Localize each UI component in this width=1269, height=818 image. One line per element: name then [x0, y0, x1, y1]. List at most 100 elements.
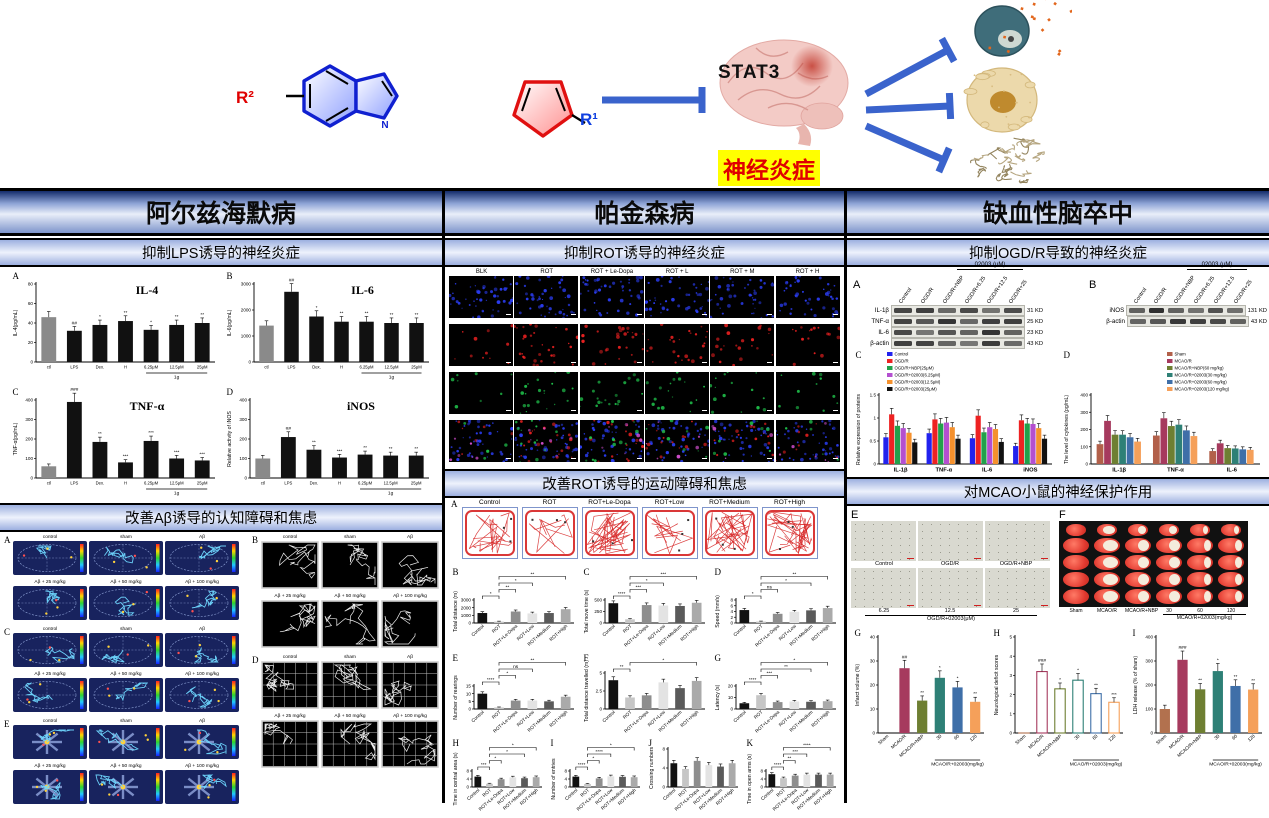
- svg-text:****: ****: [803, 742, 811, 748]
- ttc-lane: [1094, 524, 1120, 604]
- fluoro-cell: [580, 324, 644, 371]
- svg-text:IL-1β: IL-1β: [894, 468, 908, 474]
- svg-text:*: *: [490, 591, 492, 597]
- ttc-lane-label: Sham: [1063, 608, 1089, 614]
- panel-letter: C: [4, 627, 10, 637]
- svg-text:B: B: [227, 271, 233, 281]
- brain-slice: [1094, 572, 1120, 587]
- svg-text:1g: 1g: [174, 491, 180, 497]
- svg-text:*: *: [99, 314, 101, 320]
- svg-text:12.5μM: 12.5μM: [384, 481, 399, 486]
- svg-text:1g: 1g: [388, 491, 394, 497]
- fluoro-cell: [580, 372, 644, 419]
- svg-text:1g: 1g: [389, 375, 395, 381]
- svg-text:IL-6: IL-6: [1227, 468, 1238, 474]
- microscopy-label: OGD/R+NBP: [983, 561, 1049, 568]
- svg-text:ROT: ROT: [491, 709, 502, 719]
- svg-text:Control: Control: [732, 709, 747, 723]
- wb-dose-bracket: 02003 (μM): [957, 262, 1023, 270]
- svg-text:G: G: [715, 653, 722, 663]
- svg-text:Time in open arms (s): Time in open arms (s): [747, 753, 753, 804]
- svg-text:G: G: [854, 628, 861, 638]
- svg-text:8: 8: [730, 598, 733, 603]
- fluoro-cell: [776, 372, 840, 419]
- svg-text:Control: Control: [470, 709, 485, 723]
- svg-text:**: **: [530, 657, 534, 663]
- r1-substituent-label: R¹: [580, 110, 598, 130]
- svg-text:0: 0: [1085, 462, 1088, 467]
- fluoro-cell: [580, 276, 644, 323]
- svg-text:ROT: ROT: [622, 624, 633, 634]
- fluoro-cell: [449, 420, 513, 467]
- target-cells-illustration: [952, 0, 1072, 188]
- svg-text:200: 200: [239, 437, 247, 442]
- wb-lane-label: OGD/R+25: [1233, 279, 1254, 305]
- svg-text:*: *: [494, 755, 496, 761]
- svg-text:##: ##: [289, 278, 295, 284]
- fluoro-column-label: ROT + Le-Dopa: [579, 269, 644, 275]
- svg-text:4: 4: [564, 776, 567, 781]
- svg-text:C: C: [13, 387, 19, 397]
- wb-kd-label: 25 KD: [1025, 319, 1043, 325]
- svg-text:0: 0: [873, 462, 876, 467]
- svg-text:0: 0: [872, 731, 875, 736]
- microscopy-label: 12.5: [917, 608, 983, 615]
- svg-text:OGD/R+02003(6.25μM): OGD/R+02003(6.25μM): [895, 373, 941, 378]
- svg-text:MCAO/R: MCAO/R: [1027, 733, 1045, 750]
- fluoro-cell: [449, 324, 513, 371]
- svg-text:H: H: [124, 365, 127, 370]
- wb-kd-label: 23 KD: [1025, 330, 1043, 336]
- svg-text:Crossing numbers: Crossing numbers: [649, 746, 655, 788]
- svg-text:4: 4: [662, 765, 665, 770]
- svg-text:*: *: [752, 591, 754, 597]
- fluoro-cell: [776, 276, 840, 323]
- svg-text:*: *: [592, 755, 594, 761]
- svg-text:**: **: [505, 585, 509, 591]
- brain-slice: [1125, 555, 1151, 570]
- ttc-lane-label: MCAO/R: [1094, 608, 1120, 614]
- svg-text:IL-6: IL-6: [982, 468, 993, 474]
- svg-text:100: 100: [1080, 444, 1088, 449]
- brain-slice: [1063, 538, 1089, 553]
- wb-band-strip: [891, 327, 1025, 338]
- brain-slice: [1156, 555, 1182, 570]
- brain-slice: [1094, 589, 1120, 604]
- svg-text:***: ***: [636, 585, 642, 591]
- svg-text:IL-4(pg/mL): IL-4(pg/mL): [13, 309, 19, 336]
- svg-text:6.25μM: 6.25μM: [358, 481, 373, 486]
- svg-text:5: 5: [599, 670, 602, 675]
- svg-text:IL-1β: IL-1β: [1112, 468, 1126, 474]
- svg-text:3: 3: [1009, 673, 1012, 678]
- svg-text:30: 30: [935, 733, 943, 740]
- svg-text:300: 300: [1080, 410, 1088, 415]
- svg-text:***: ***: [1111, 692, 1117, 698]
- svg-text:1: 1: [1009, 712, 1012, 717]
- microscopy-label: Control: [851, 561, 917, 568]
- fluoro-cell: [514, 372, 578, 419]
- svg-text:*: *: [506, 749, 508, 755]
- svg-text:120: 120: [1107, 733, 1116, 742]
- microscopy-label: 6.25: [851, 608, 917, 615]
- fluoro-cell: [645, 420, 709, 467]
- svg-text:ROT+High: ROT+High: [679, 709, 699, 728]
- svg-text:20: 20: [28, 340, 34, 345]
- svg-text:30: 30: [1213, 733, 1221, 740]
- svg-text:6.25μM: 6.25μM: [359, 365, 374, 370]
- scale-bar: [974, 605, 981, 607]
- svg-text:****: ****: [618, 591, 626, 597]
- svg-text:ROT: ROT: [753, 624, 764, 634]
- svg-text:ROT: ROT: [753, 709, 764, 719]
